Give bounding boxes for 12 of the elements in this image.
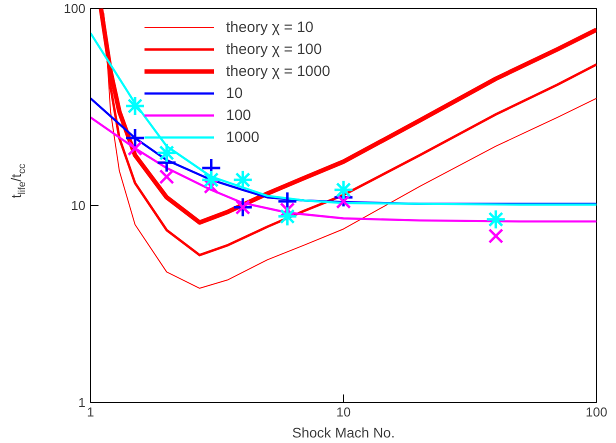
y-tick-label: 10 [71, 198, 86, 213]
legend-label: theory χ = 100 [226, 40, 322, 60]
legend-label: 100 [226, 106, 252, 126]
legend-label: 10 [226, 84, 244, 104]
x-tick-label: 10 [336, 404, 351, 420]
legend-label: 1000 [226, 128, 260, 148]
legend-label: theory χ = 1000 [226, 62, 330, 82]
x-tick-label: 100 [586, 404, 608, 420]
y-tick-label: 1 [78, 395, 86, 410]
y-tick-label: 100 [64, 1, 86, 16]
legend-label: theory χ = 10 [226, 18, 314, 38]
x-axis-title: Shock Mach No. [292, 424, 395, 440]
